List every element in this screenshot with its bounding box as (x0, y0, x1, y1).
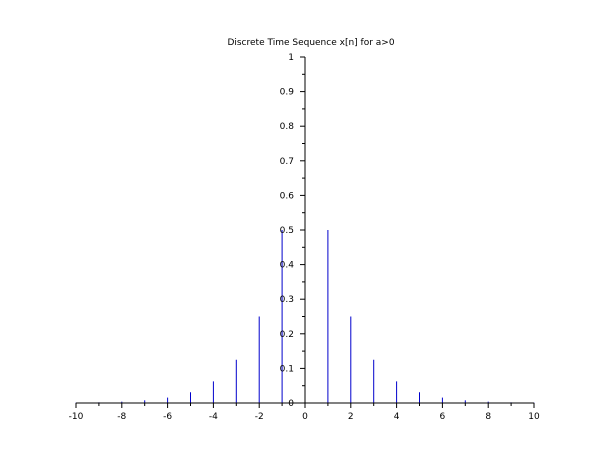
chart-title: Discrete Time Sequence x[n] for a>0 (227, 38, 394, 48)
x-tick-label: 10 (528, 412, 540, 422)
y-tick-label: 0.7 (280, 157, 294, 167)
x-tick-label: 4 (394, 412, 400, 422)
x-tick-label: 8 (485, 412, 491, 422)
y-tick-label: 0.3 (280, 295, 294, 305)
x-tick-label: -4 (209, 412, 218, 422)
y-tick-label: 0.6 (280, 191, 295, 201)
x-tick-label: -8 (117, 412, 126, 422)
y-ticks: 0 0.1 0.2 0.3 0.4 0.5 0.6 0.7 0.8 0.9 1 (280, 53, 305, 409)
y-tick-label: 0.4 (280, 261, 295, 271)
x-tick-label: -10 (69, 412, 84, 422)
x-tick-label: -2 (255, 412, 264, 422)
y-tick-label: 0.9 (280, 88, 295, 98)
x-tick-label: 2 (348, 412, 354, 422)
y-tick-label: 0.8 (280, 122, 295, 132)
y-tick-label: 1 (288, 53, 294, 63)
x-tick-label: -6 (163, 412, 172, 422)
y-tick-label: 0 (288, 399, 294, 409)
y-tick-label: 0.5 (280, 226, 294, 236)
y-tick-label: 0.1 (280, 364, 294, 374)
x-tick-label: 6 (440, 412, 446, 422)
x-tick-label: 0 (302, 412, 308, 422)
y-tick-label: 0.2 (280, 330, 294, 340)
x-ticks: -10 -8 -6 -4 -2 0 2 4 6 8 10 (69, 403, 540, 422)
